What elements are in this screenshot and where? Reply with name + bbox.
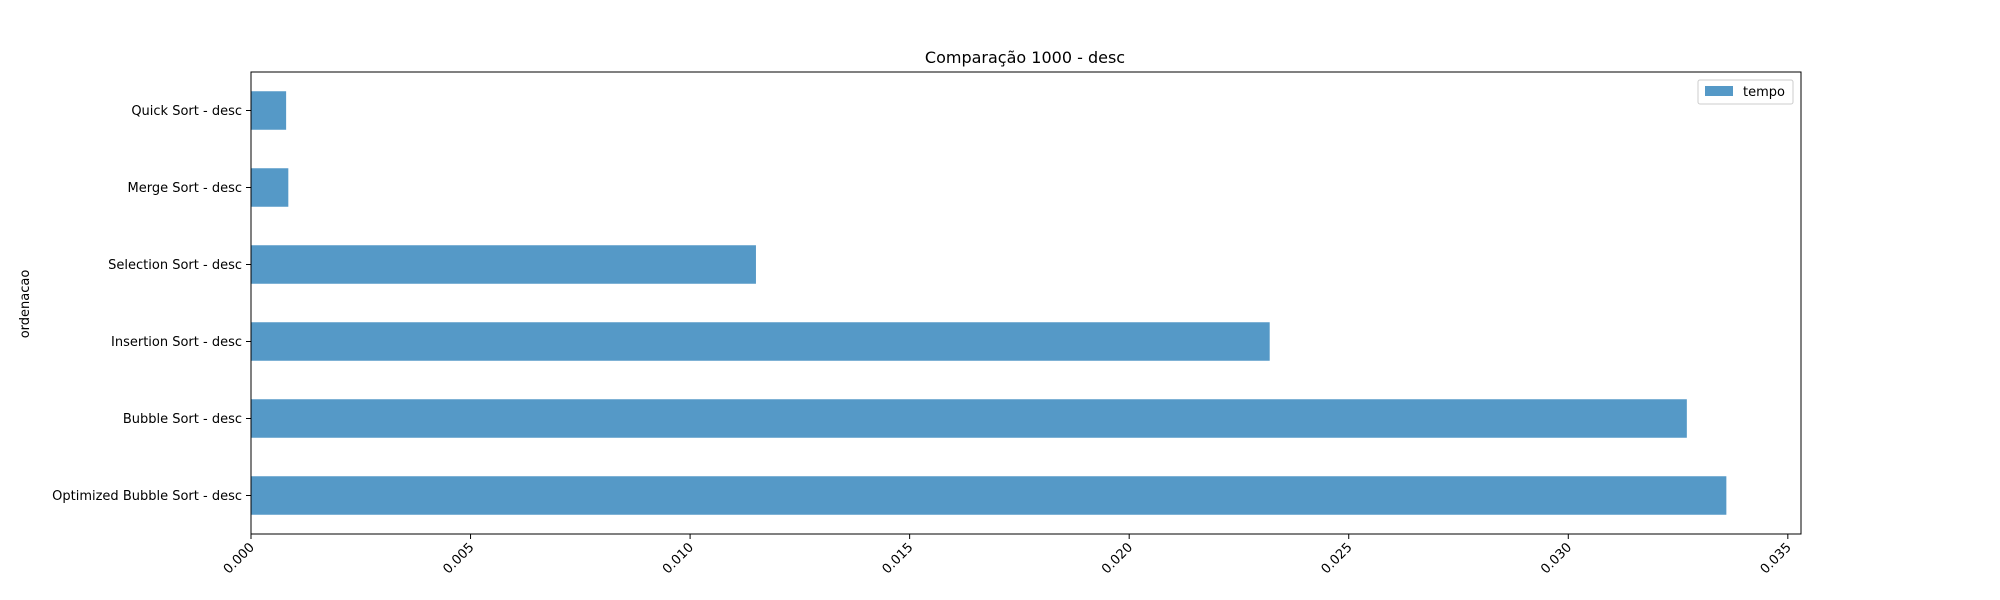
- x-tick-label: 0.015: [880, 540, 917, 577]
- chart-title: Comparação 1000 - desc: [925, 48, 1125, 67]
- bar: [251, 399, 1687, 438]
- bar: [251, 245, 756, 284]
- x-tick-label: 0.025: [1319, 540, 1356, 577]
- bar: [251, 322, 1270, 361]
- bar: [251, 91, 287, 130]
- plot-frame: [250, 71, 1802, 535]
- bar: [251, 168, 289, 207]
- legend: tempo: [1697, 79, 1794, 105]
- y-axis-ticks: Quick Sort - desc Merge Sort - desc Select…: [52, 104, 251, 504]
- x-axis-ticks: 0.000 0.005 0.010 0.015 0.020 0.025 0.030 0.035: [221, 534, 1795, 577]
- y-tick-label: Quick Sort - desc: [131, 104, 242, 119]
- y-axis-label: ordenacao: [18, 270, 33, 339]
- x-tick-label: 0.000: [221, 540, 258, 577]
- bars: [251, 91, 1727, 515]
- y-tick-label: Insertion Sort - desc: [111, 335, 242, 350]
- x-tick-label: 0.030: [1538, 540, 1575, 577]
- x-tick-label: 0.020: [1099, 540, 1136, 577]
- bar: [251, 476, 1727, 515]
- y-tick-label: Bubble Sort - desc: [123, 412, 242, 427]
- x-tick-label: 0.005: [440, 540, 477, 577]
- y-tick-label: Selection Sort - desc: [108, 258, 242, 273]
- y-tick-label: Optimized Bubble Sort - desc: [52, 489, 242, 504]
- x-tick-label: 0.010: [660, 540, 697, 577]
- legend-swatch: [1705, 86, 1733, 96]
- legend-label: tempo: [1743, 85, 1785, 100]
- y-tick-label: Merge Sort - desc: [128, 181, 243, 196]
- x-tick-label: 0.035: [1758, 540, 1795, 577]
